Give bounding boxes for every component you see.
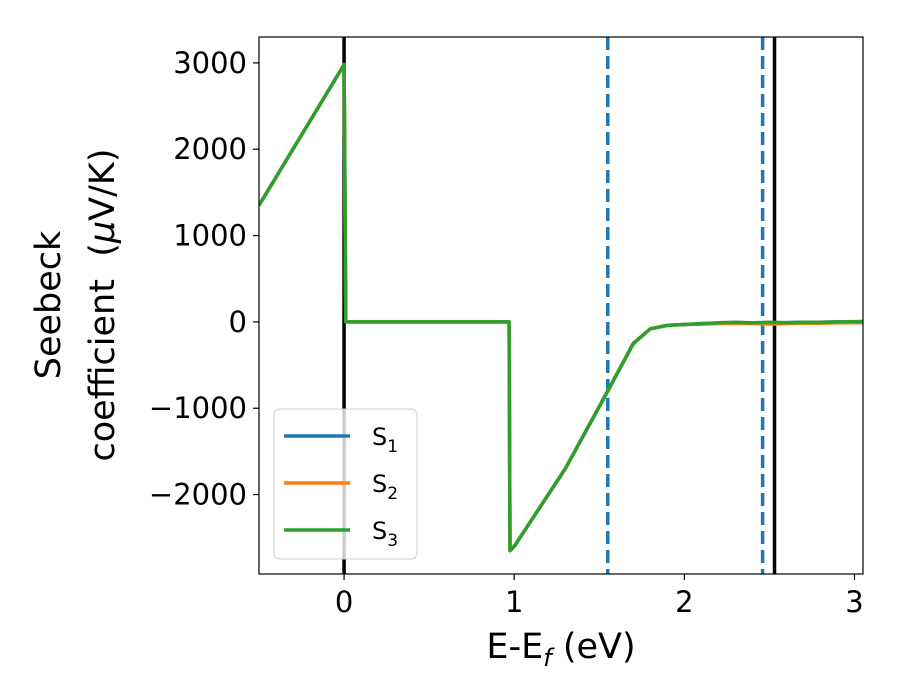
y-tick-label: −2000 bbox=[149, 478, 247, 512]
x-axis-title-unit: (eV) bbox=[552, 627, 636, 667]
x-tick-label: 1 bbox=[505, 585, 523, 619]
legend-label-main: S bbox=[372, 470, 387, 498]
y-axis-title-line2: coefficient (μV/K) bbox=[83, 149, 123, 462]
y-tick-label: 1000 bbox=[173, 219, 247, 253]
x-tick-label: 3 bbox=[845, 585, 863, 619]
legend-label-s3: S3 bbox=[372, 517, 398, 551]
legend-label-s2: S2 bbox=[372, 470, 398, 504]
x-tick-label: 2 bbox=[675, 585, 693, 619]
y-axis-title-line1: Seebeck bbox=[29, 230, 69, 379]
series-line-s3 bbox=[259, 62, 863, 553]
y-axis-title-coefficient: coefficient ( bbox=[83, 243, 123, 461]
y-tick-label: −1000 bbox=[149, 391, 247, 425]
legend-label-subscript: 1 bbox=[387, 437, 398, 457]
x-tick-label: 0 bbox=[335, 585, 353, 619]
y-tick-label: 0 bbox=[229, 305, 247, 339]
plot-frame bbox=[258, 36, 864, 575]
legend-label-main: S bbox=[372, 517, 387, 545]
legend-label-main: S bbox=[372, 423, 387, 451]
x-axis-title: E-Ef (eV) bbox=[486, 627, 635, 672]
y-axis-title-unit: V/K) bbox=[83, 149, 123, 221]
legend-label-subscript: 2 bbox=[387, 484, 398, 504]
x-axis-title-main: E-E bbox=[486, 627, 543, 667]
legend-label-s1: S1 bbox=[372, 423, 398, 457]
y-axis-title-mu: μ bbox=[83, 221, 123, 244]
legend-label-subscript: 3 bbox=[387, 531, 398, 551]
y-tick-label: 2000 bbox=[173, 132, 247, 166]
y-tick-label: 3000 bbox=[173, 46, 247, 80]
